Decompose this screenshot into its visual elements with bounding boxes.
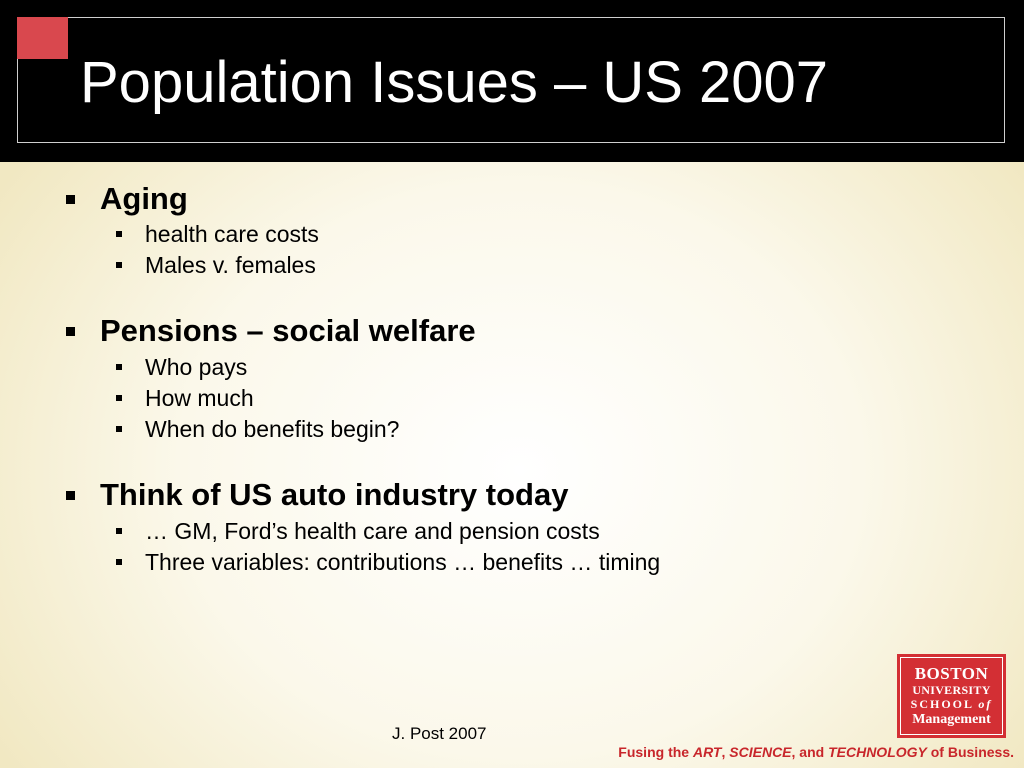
tagline-part: Fusing the [618,744,693,760]
sub-bullet-square-icon [116,262,122,268]
logo-text-of: of [978,696,993,711]
list-item: Three variables: contributions … benefit… [145,549,661,575]
logo-text-university: UNIVERSITY [912,682,991,697]
tagline-part: , and [791,744,829,760]
bullet-square-icon [66,195,75,204]
logo-text-boston: BOSTON [914,663,989,683]
tagline-art: ART [692,744,722,760]
list-item: … GM, Ford’s health care and pension cos… [145,518,600,544]
sub-bullet-square-icon [116,395,122,401]
sub-bullet-square-icon [116,364,122,370]
logo-text-school-word: SCHOOL [910,696,974,711]
section-heading-aging: Aging [100,181,188,216]
logo-text-management: Management [912,711,991,727]
logo-frame: BOSTON UNIVERSITY SCHOOL of Management [900,657,1003,735]
tagline-part: , [721,744,730,760]
logo-text-school: SCHOOL of [901,697,1002,712]
sub-bullet-square-icon [116,559,122,565]
title-frame [17,17,1005,143]
tagline: Fusing the ART, SCIENCE, and TECHNOLOGY … [618,744,1014,760]
bullet-square-icon [66,327,75,336]
sub-bullet-square-icon [116,426,122,432]
slide-title: Population Issues – US 2007 [80,50,829,115]
list-item: health care costs [145,221,319,247]
title-bar: Population Issues – US 2007 [0,0,1024,162]
tagline-part: of Business. [926,744,1014,760]
sub-bullet-square-icon [116,528,122,534]
tagline-technology: TECHNOLOGY [828,744,927,760]
accent-square [17,17,68,59]
list-item: Males v. females [145,252,316,278]
section-heading-pensions: Pensions – social welfare [100,313,476,348]
tagline-science: SCIENCE [729,744,792,760]
sub-bullet-square-icon [116,231,122,237]
list-item: Who pays [145,354,248,380]
list-item: When do benefits begin? [145,416,400,442]
bullet-square-icon [66,491,75,500]
list-item: How much [145,385,254,411]
section-heading-auto-industry: Think of US auto industry today [100,477,569,512]
author-footer: J. Post 2007 [392,724,487,743]
bu-logo: BOSTON UNIVERSITY SCHOOL of Management [897,654,1006,738]
